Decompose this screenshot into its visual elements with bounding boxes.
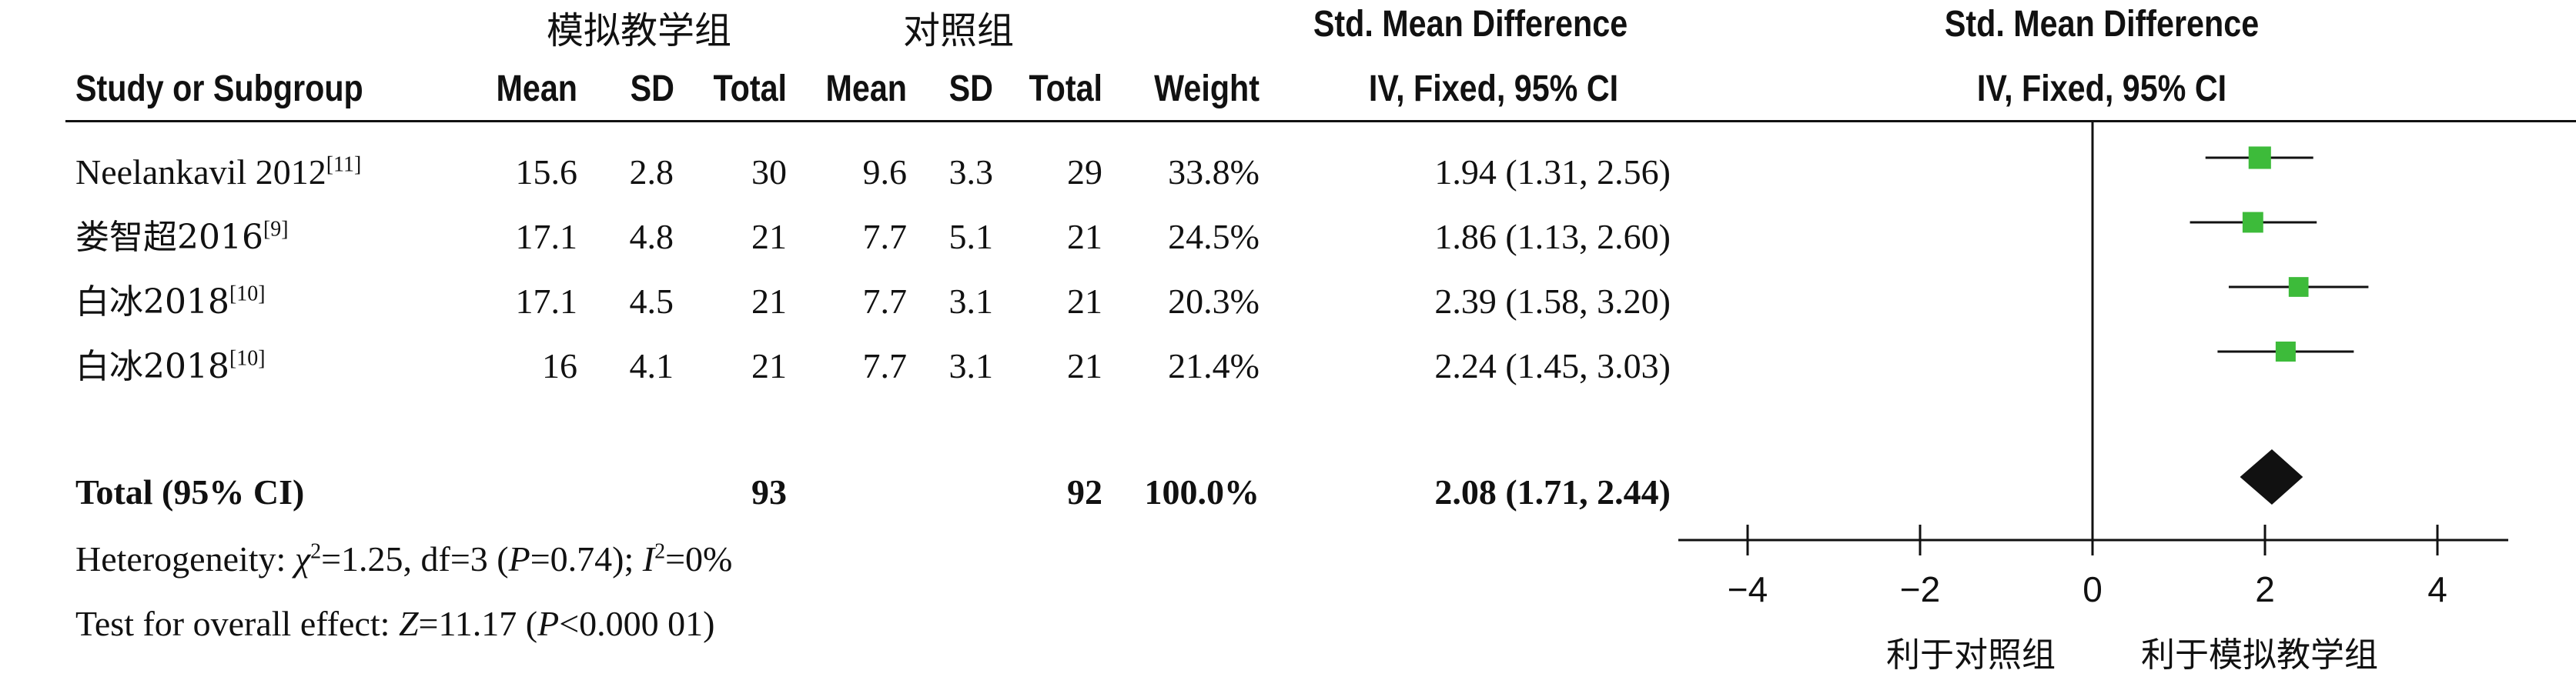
smd-title-left: Std. Mean Difference <box>1313 4 1628 45</box>
study-ref: [10] <box>229 346 266 371</box>
study-row: 娄智超2016[9] 17.1 4.8 21 7.7 5.1 21 24.5% … <box>0 205 1694 269</box>
col-mean-exp: Mean <box>496 68 577 109</box>
col-weight: Weight <box>1154 68 1260 109</box>
x-tick-label: 0 <box>2083 569 2103 609</box>
col-study: Study or Subgroup <box>75 68 363 109</box>
ci-text: 2.24 (1.45, 3.03) <box>1434 346 1671 385</box>
weight: 21.4% <box>1168 346 1260 385</box>
mean-ctrl: 7.7 <box>862 282 908 321</box>
total-ctrl: 21 <box>1067 217 1102 256</box>
sd-exp: 4.5 <box>629 282 674 321</box>
total-weight: 100.0% <box>1144 472 1260 512</box>
mean-ctrl: 7.7 <box>862 217 908 256</box>
study-effect-marker <box>2288 277 2309 297</box>
study-ref: [10] <box>229 282 266 306</box>
col-sd-ctrl: SD <box>948 68 993 109</box>
total-ctrl: 21 <box>1067 282 1102 321</box>
col-sd-exp: SD <box>630 68 674 109</box>
sd-ctrl: 3.3 <box>948 152 994 192</box>
col-total-ctrl: Total <box>1029 68 1102 109</box>
mean-exp: 16 <box>542 346 577 385</box>
ci-text: 2.39 (1.58, 3.20) <box>1434 282 1671 321</box>
sd-exp: 2.8 <box>629 152 674 192</box>
total-exp: 93 <box>751 472 787 512</box>
favours-experimental-label: 利于模拟教学组 <box>2141 635 2378 675</box>
x-tick-label: −4 <box>1728 569 1768 609</box>
total-ci-text: 2.08 (1.71, 2.44) <box>1434 472 1671 512</box>
study-name: 白冰2018[10] <box>75 346 266 386</box>
mean-exp: 17.1 <box>515 282 578 321</box>
study-effect-marker <box>2248 146 2271 169</box>
study-name: 娄智超2016[9] <box>75 217 289 257</box>
study-effect-marker <box>2242 212 2263 233</box>
total-ctrl: 92 <box>1067 472 1102 512</box>
study-ref: [11] <box>326 152 362 177</box>
col-mean-ctrl: Mean <box>825 68 907 109</box>
weight: 24.5% <box>1168 217 1260 256</box>
mean-exp: 15.6 <box>515 152 578 192</box>
study-row: 白冰2018[10] 17.1 4.5 21 7.7 3.1 21 20.3% … <box>0 269 1694 334</box>
mean-exp: 17.1 <box>515 217 578 256</box>
study-name: 白冰2018[10] <box>75 282 266 322</box>
group-header-control: 对照组 <box>902 9 1014 52</box>
sd-ctrl: 3.1 <box>948 282 994 321</box>
ci-text: 1.94 (1.31, 2.56) <box>1434 152 1671 192</box>
pooled-effect-diamond <box>2240 449 2303 505</box>
total-exp: 21 <box>751 346 787 385</box>
heterogeneity-text: Heterogeneity: χ2=1.25, df=3 (P=0.74); I… <box>75 539 733 579</box>
ci-text: 1.86 (1.13, 2.60) <box>1434 217 1671 256</box>
study-effect-marker <box>2275 341 2296 362</box>
favours-control-label: 利于对照组 <box>1886 635 2056 675</box>
sd-exp: 4.1 <box>629 346 674 385</box>
mean-ctrl: 9.6 <box>862 152 908 192</box>
sd-exp: 4.8 <box>629 217 674 256</box>
smd-title-right: Std. Mean Difference <box>1944 4 2260 45</box>
total-ctrl: 29 <box>1067 152 1102 192</box>
mean-ctrl: 7.7 <box>862 346 908 385</box>
x-tick-label: 2 <box>2255 569 2275 609</box>
weight: 33.8% <box>1168 152 1260 192</box>
col-ci-right: IV, Fixed, 95% CI <box>1976 68 2227 109</box>
study-row: 白冰2018[10] 16 4.1 21 7.7 3.1 21 21.4% 2.… <box>0 334 1694 399</box>
sd-ctrl: 5.1 <box>948 217 994 256</box>
col-ci-left: IV, Fixed, 95% CI <box>1368 68 1619 109</box>
weight: 20.3% <box>1168 282 1260 321</box>
total-label: Total (95% CI) <box>75 472 305 512</box>
header-rule <box>65 120 2576 122</box>
total-exp: 21 <box>751 282 787 321</box>
overall-effect-text: Test for overall effect: Z=11.17 (P<0.00… <box>75 604 715 643</box>
study-ref: [9] <box>263 217 289 242</box>
study-row: Neelankavil 2012[11] 15.6 2.8 30 9.6 3.3… <box>0 140 1694 205</box>
total-ctrl: 21 <box>1067 346 1102 385</box>
group-header-experimental: 模拟教学组 <box>546 9 731 52</box>
col-total-exp: Total <box>713 68 787 109</box>
total-row: Total (95% CI) 93 92 100.0% 2.08 (1.71, … <box>0 460 1694 525</box>
total-exp: 21 <box>751 217 787 256</box>
total-exp: 30 <box>751 152 787 192</box>
study-name: Neelankavil 2012[11] <box>75 152 362 192</box>
sd-ctrl: 3.1 <box>948 346 994 385</box>
x-tick-label: −2 <box>1900 569 1940 609</box>
x-tick-label: 4 <box>2427 569 2447 609</box>
